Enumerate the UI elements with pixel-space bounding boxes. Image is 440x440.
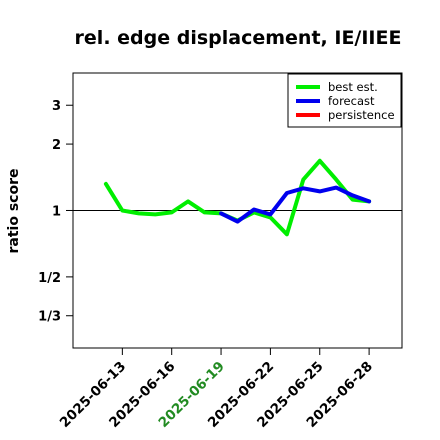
data-point — [285, 191, 289, 195]
y-axis-label: ratio score — [6, 169, 22, 254]
data-point — [219, 211, 223, 215]
data-point — [301, 178, 305, 182]
data-point — [351, 198, 355, 202]
data-point — [334, 178, 338, 182]
data-point — [318, 159, 322, 163]
data-point — [268, 212, 272, 216]
data-point — [153, 212, 157, 216]
legend-label: best est. — [328, 80, 378, 94]
data-point — [104, 182, 108, 186]
data-point — [318, 189, 322, 194]
y-tick-label: 1/3 — [38, 310, 61, 325]
data-point — [170, 210, 174, 215]
y-tick-label: 2 — [52, 138, 61, 153]
data-point — [235, 220, 240, 224]
y-tick-label: 3 — [52, 99, 61, 114]
data-point — [120, 208, 124, 213]
data-point — [137, 211, 141, 215]
y-tick-label: 1 — [52, 204, 61, 219]
legend-label: persistence — [328, 108, 395, 122]
y-tick-label: 1/2 — [38, 271, 61, 286]
data-point — [367, 199, 371, 203]
data-point — [186, 199, 190, 203]
data-point — [252, 207, 256, 212]
legend-label: forecast — [328, 94, 375, 108]
series-line-forecast — [219, 185, 372, 224]
data-point — [301, 186, 305, 190]
data-point — [351, 193, 355, 198]
data-point — [334, 185, 338, 190]
data-point — [203, 210, 207, 215]
chart-title: rel. edge displacement, IE/IIEE — [75, 27, 402, 49]
data-point — [285, 232, 289, 236]
data-point — [268, 215, 272, 220]
